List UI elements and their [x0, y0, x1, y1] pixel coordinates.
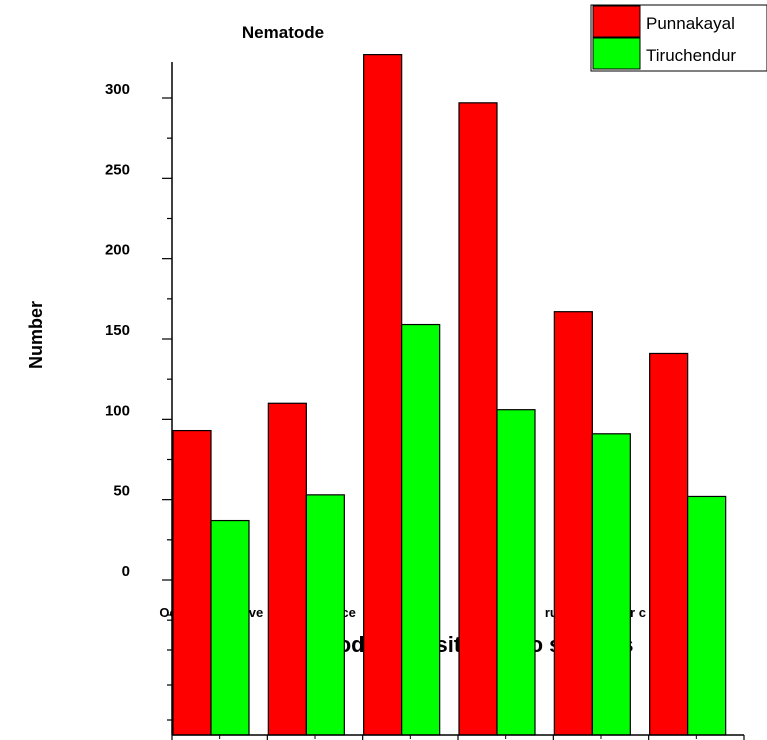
x-tick-label: r c [630, 605, 646, 620]
bars-group [172, 54, 727, 736]
y-tick-label: 100 [105, 402, 130, 419]
bar-tiruchendur-mar [687, 495, 727, 736]
bar-punnakayal-dec [363, 54, 403, 736]
legend-label-tiruchendur: Tiruchendur [646, 46, 736, 65]
bar-tiruchendur-oct [210, 519, 250, 736]
legend: Punnakayal Tiruchendur [590, 4, 767, 72]
y-tick-label: 150 [105, 322, 130, 339]
bar-punnakayal-mar [649, 352, 689, 736]
y-tick-label: 200 [105, 242, 130, 259]
legend-swatch-punnakayal [592, 5, 641, 38]
chart-title: Nematode [242, 23, 324, 42]
bar-punnakayal-oct [172, 429, 212, 736]
bar-tiruchendur-feb [591, 433, 631, 736]
bar-punnakayal-feb [553, 311, 593, 736]
legend-swatch-tiruchendur [592, 37, 641, 70]
bar-punnakayal-nov [267, 402, 307, 736]
y-tick-label: 300 [105, 81, 130, 98]
bar-tiruchendur-nov [305, 494, 345, 736]
bar-tiruchendur-jan [496, 409, 536, 736]
bar-punnakayal-jan [458, 102, 498, 736]
legend-label-punnakayal: Punnakayal [646, 14, 735, 33]
y-axis-title: Number [26, 301, 46, 369]
y-tick-label: 250 [105, 161, 130, 178]
bar-tiruchendur-dec [401, 323, 441, 736]
y-tick-label: 0 [122, 563, 130, 580]
x-ticks-group [171, 735, 745, 740]
y-ticks-group: 0 50 100 150 200 250 300 [105, 81, 172, 721]
y-tick-label: 50 [113, 483, 130, 500]
